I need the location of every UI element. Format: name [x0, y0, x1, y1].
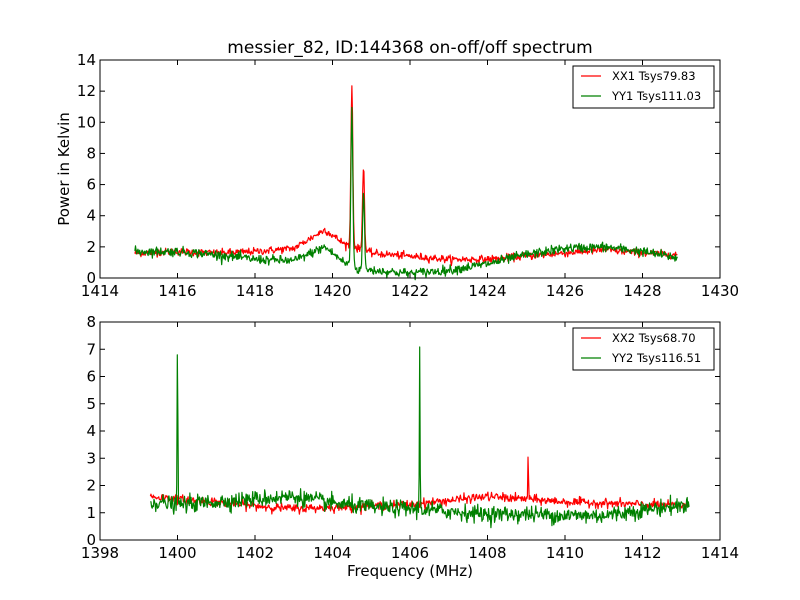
series-line-yy1 — [134, 106, 678, 281]
y-tick-label: 14 — [77, 51, 96, 69]
y-tick-label: 0 — [86, 269, 96, 287]
top-series-lines — [134, 85, 678, 281]
x-tick-label: 1410 — [546, 544, 584, 562]
y-tick-label: 0 — [86, 531, 96, 549]
y-axis-label: Power in Kelvin — [55, 112, 73, 226]
bottom-legend: XX2 Tsys68.70 YY2 Tsys116.51 — [572, 327, 715, 371]
x-tick-label: 1398 — [81, 544, 119, 562]
top-axes: messier_82, ID:144368 on-off/off spectru… — [55, 38, 739, 300]
x-tick-label: 1430 — [701, 282, 739, 300]
bottom-legend-box — [572, 327, 715, 371]
x-tick-label: 1416 — [158, 282, 196, 300]
y-tick-label: 4 — [86, 207, 96, 225]
x-tick-label: 1422 — [391, 282, 429, 300]
y-tick-label: 6 — [86, 368, 96, 386]
x-tick-label: 1414 — [81, 282, 119, 300]
top-legend-box — [572, 65, 715, 109]
legend-label-yy2: YY2 Tsys116.51 — [611, 351, 701, 365]
y-tick-label: 8 — [86, 313, 96, 331]
y-tick-label: 6 — [86, 176, 96, 194]
y-tick-label: 2 — [86, 238, 96, 256]
y-tick-label: 4 — [86, 422, 96, 440]
top-ticks: 1414 1416 1418 1420 1422 1424 1426 1428 1430 0 2 4 6… — [77, 51, 739, 300]
y-tick-label: 10 — [77, 113, 96, 131]
x-tick-label: 1404 — [313, 544, 351, 562]
series-line-yy2 — [150, 346, 690, 529]
legend-label-yy1: YY1 Tsys111.03 — [611, 89, 701, 103]
x-tick-label: 1426 — [546, 282, 584, 300]
x-tick-label: 1400 — [158, 544, 196, 562]
y-tick-label: 12 — [77, 82, 96, 100]
x-tick-label: 1414 — [701, 544, 739, 562]
legend-label-xx2: XX2 Tsys68.70 — [612, 331, 696, 345]
x-tick-label: 1402 — [236, 544, 274, 562]
y-tick-label: 5 — [86, 395, 96, 413]
bottom-axes: Frequency (MHz) 1398 1400 1402 1404 1406 1408… — [81, 313, 739, 580]
bottom-series-lines — [149, 346, 690, 529]
y-tick-label: 1 — [86, 504, 96, 522]
x-tick-label: 1408 — [468, 544, 506, 562]
top-legend: XX1 Tsys79.83 YY1 Tsys111.03 — [572, 65, 715, 109]
x-tick-label: 1418 — [236, 282, 274, 300]
bottom-ticks: 1398 1400 1402 1404 1406 1408 1410 1412 1414 0 1 2 3… — [81, 313, 739, 562]
y-tick-label: 3 — [86, 449, 96, 467]
y-tick-label: 8 — [86, 144, 96, 162]
y-tick-label: 7 — [86, 340, 96, 358]
x-tick-label: 1420 — [313, 282, 351, 300]
series-line-xx2 — [149, 456, 690, 516]
x-axis-label: Frequency (MHz) — [347, 562, 473, 580]
x-tick-label: 1406 — [391, 544, 429, 562]
legend-label-xx1: XX1 Tsys79.83 — [612, 69, 696, 83]
chart-title: messier_82, ID:144368 on-off/off spectru… — [227, 38, 592, 58]
y-tick-label: 2 — [86, 477, 96, 495]
x-tick-label: 1428 — [623, 282, 661, 300]
x-tick-label: 1412 — [623, 544, 661, 562]
x-tick-label: 1424 — [468, 282, 506, 300]
